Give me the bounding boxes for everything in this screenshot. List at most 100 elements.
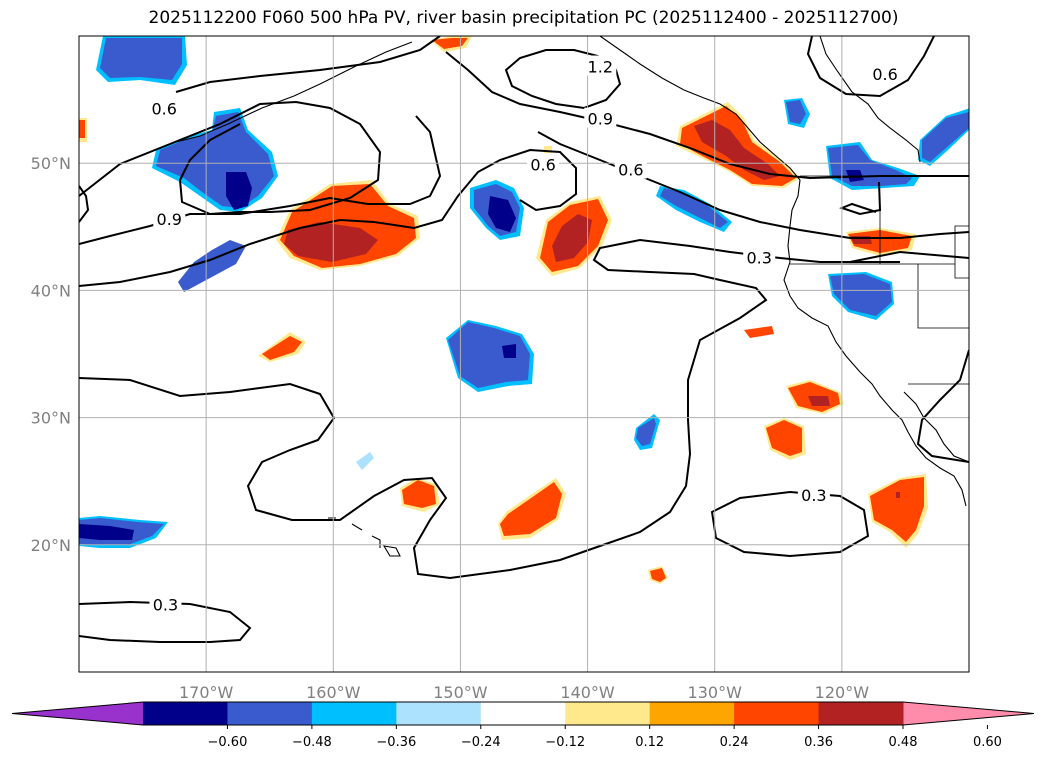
pv-contour (916, 349, 969, 463)
contour-label: 0.3 (801, 486, 826, 505)
lon-tick-label: 130°W (688, 683, 743, 702)
lat-tick-label: 50°N (31, 154, 71, 173)
contour-label: 0.9 (157, 210, 182, 229)
contour-label: 1.2 (588, 58, 613, 77)
precip-area (922, 112, 969, 162)
lon-tick-label: 140°W (560, 683, 615, 702)
figure-title: 2025112200 F060 500 hPa PV, river basin … (148, 8, 899, 28)
precip-area (500, 482, 562, 536)
colorbar-tick-label: −0.12 (545, 735, 585, 750)
colorbar-segment (227, 702, 313, 725)
lat-tick-label: 20°N (31, 536, 71, 555)
colorbar-tick-label: 0.36 (804, 735, 833, 750)
pv-contours (79, 36, 969, 643)
colorbar-outline (11, 701, 1035, 726)
colorbar-segment (143, 702, 228, 725)
contour-label-bg (584, 55, 617, 76)
precip-area (636, 418, 656, 446)
precip-area (79, 120, 85, 138)
colorbar-tick-label: 0.60 (973, 735, 1002, 750)
pv-contour (175, 36, 441, 93)
colorbar-tick-label: 0.48 (889, 735, 918, 750)
latitude-labels: 20°N 30°N 40°N 50°N (31, 154, 71, 555)
contour-label: 0.9 (588, 110, 613, 129)
colorbar: −0.60 −0.48 −0.36 −0.24 −0.12 0.12 0.24 0.36 0.4… (11, 701, 1035, 750)
colorbar-tick-label: −0.48 (292, 735, 332, 750)
pv-contour (537, 131, 969, 239)
precip-area (402, 480, 436, 508)
state-borders (790, 208, 969, 329)
map-frame (78, 35, 970, 673)
precip-area (284, 222, 378, 262)
contour-label-bg (614, 158, 647, 179)
lat-tick-label: 40°N (31, 281, 71, 300)
precip-area (786, 100, 806, 124)
precip-area (448, 322, 530, 388)
pv-contour (839, 181, 882, 216)
precip-area (830, 274, 892, 316)
lat-tick-label: 30°N (31, 409, 71, 428)
precip-area (262, 336, 302, 360)
pv-contour (79, 115, 442, 245)
colorbar-segment (734, 702, 820, 725)
pv-contour (849, 250, 969, 263)
longitude-labels: 170°W 160°W 150°W 140°W 130°W 120°W (179, 683, 869, 702)
precip-area (694, 120, 780, 180)
precip-area (896, 492, 900, 498)
contour-label-bg (797, 484, 830, 505)
pv-contour (445, 51, 969, 180)
north-america-coast (599, 36, 967, 507)
precip-area (766, 420, 802, 456)
pv-contour (79, 100, 382, 216)
lon-tick-label: 120°W (815, 683, 870, 702)
pv-contour (79, 238, 900, 580)
colorbar-extend-low (12, 702, 143, 725)
colorbar-tick-label: −0.36 (376, 735, 416, 750)
precip-area (744, 326, 774, 338)
contour-label-bg (148, 97, 181, 118)
hawaii-islands (328, 517, 401, 557)
pv-contour (79, 185, 90, 223)
contour-label: 0.6 (530, 155, 555, 174)
contour-label-bg (153, 208, 186, 229)
contour-label: 0.6 (618, 161, 643, 180)
precip-area (356, 452, 374, 470)
colorbar-segment (396, 702, 482, 725)
aleutian-islands (175, 41, 413, 143)
contour-label-bg (149, 593, 182, 614)
pv-contour (710, 490, 870, 558)
colorbar-segment (311, 702, 397, 725)
precip-area (488, 196, 516, 232)
contour-label-bg (584, 107, 617, 128)
lon-tick-label: 150°W (433, 683, 488, 702)
contour-label-bg (527, 153, 560, 174)
colorbar-tick-label: 0.24 (720, 735, 749, 750)
precip-area (660, 188, 728, 228)
gridlines (79, 36, 969, 672)
contour-label: 0.6 (872, 65, 897, 84)
precip-area (79, 524, 134, 540)
precip-area (100, 38, 182, 80)
precip-area (870, 477, 924, 542)
colorbar-segment (818, 702, 904, 725)
contour-label-bg (869, 63, 902, 84)
alaska-coast (819, 36, 921, 163)
baja-peninsula-coast (903, 391, 969, 463)
contour-label-bg (743, 246, 776, 267)
precipitation-shading (79, 36, 969, 584)
contour-label: 0.6 (151, 100, 176, 119)
colorbar-tick-label: 0.12 (635, 735, 664, 750)
precip-area (226, 172, 252, 210)
lon-tick-label: 170°W (179, 683, 234, 702)
contour-labels: 1.2 0.9 0.6 0.9 0.6 0.6 0.6 0.3 0.3 0.3 (148, 55, 902, 615)
colorbar-segment (480, 702, 566, 725)
pv-contour (504, 49, 622, 110)
contour-label: 0.3 (746, 248, 771, 267)
precip-area (432, 38, 468, 49)
precip-area (502, 344, 516, 358)
precip-area (808, 396, 830, 406)
precip-area (650, 568, 666, 582)
colorbar-tick-label: −0.24 (461, 735, 501, 750)
colorbar-tick-label: −0.60 (208, 735, 248, 750)
